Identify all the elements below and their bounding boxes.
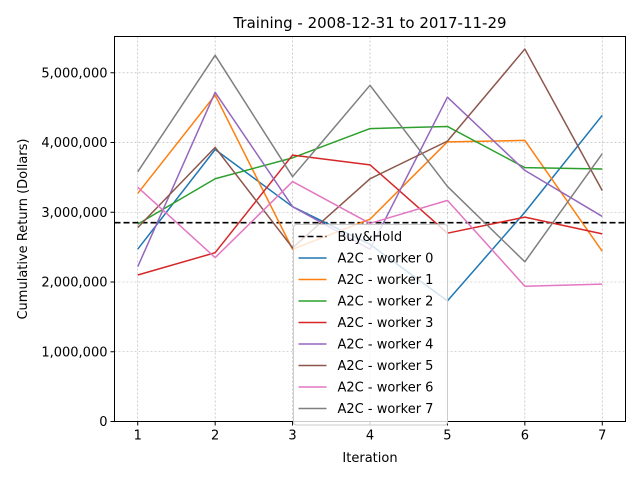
y-tick-label: 0	[99, 415, 107, 430]
x-tick-label: 6	[521, 429, 529, 444]
x-tick-label: 5	[443, 429, 451, 444]
y-tick-label: 1,000,000	[41, 345, 107, 360]
x-axis: 1 2 3 4 5 6 7	[134, 421, 606, 444]
series-line-worker-3	[137, 154, 603, 276]
legend-item-worker-3-label: A2C - worker 3	[338, 316, 434, 331]
legend-item-worker-2-label: A2C - worker 2	[338, 295, 434, 310]
legend-item-worker-4-label: A2C - worker 4	[338, 338, 434, 353]
x-axis-label: Iteration	[342, 451, 397, 466]
legend: Buy&Hold A2C - worker 0 A2C - worker 1 A2C …	[293, 224, 448, 426]
legend-item-worker-7-label: A2C - worker 7	[338, 402, 434, 417]
series-line-worker-5	[137, 48, 603, 249]
legend-item-worker-0-label: A2C - worker 0	[338, 252, 434, 267]
legend-box	[293, 224, 448, 426]
y-tick-label: 3,000,000	[41, 206, 107, 221]
x-tick-label: 1	[134, 429, 142, 444]
series-line-worker-6	[137, 180, 603, 287]
x-tick-label: 4	[366, 429, 374, 444]
y-tick-label: 5,000,000	[41, 66, 107, 81]
y-axis: 0 1,000,000 2,000,000 3,000,000 4,000,000 5,0…	[41, 66, 115, 430]
x-tick-label: 3	[288, 429, 296, 444]
legend-item-worker-5-label: A2C - worker 5	[338, 359, 434, 374]
legend-item-worker-1-label: A2C - worker 1	[338, 273, 434, 288]
chart-title: Training - 2008-12-31 to 2017-11-29	[232, 14, 506, 32]
series-line-worker-1	[137, 94, 603, 252]
x-tick-label: 7	[598, 429, 606, 444]
y-axis-label: Cumulative Return (Dollars)	[16, 138, 31, 319]
series-line-worker-7	[137, 54, 603, 263]
legend-item-worker-6-label: A2C - worker 6	[338, 381, 434, 396]
series-line-worker-2	[137, 125, 603, 225]
legend-item-buy-hold-label: Buy&Hold	[338, 230, 403, 245]
y-tick-label: 2,000,000	[41, 276, 107, 291]
x-tick-label: 2	[211, 429, 219, 444]
y-tick-label: 4,000,000	[41, 136, 107, 151]
